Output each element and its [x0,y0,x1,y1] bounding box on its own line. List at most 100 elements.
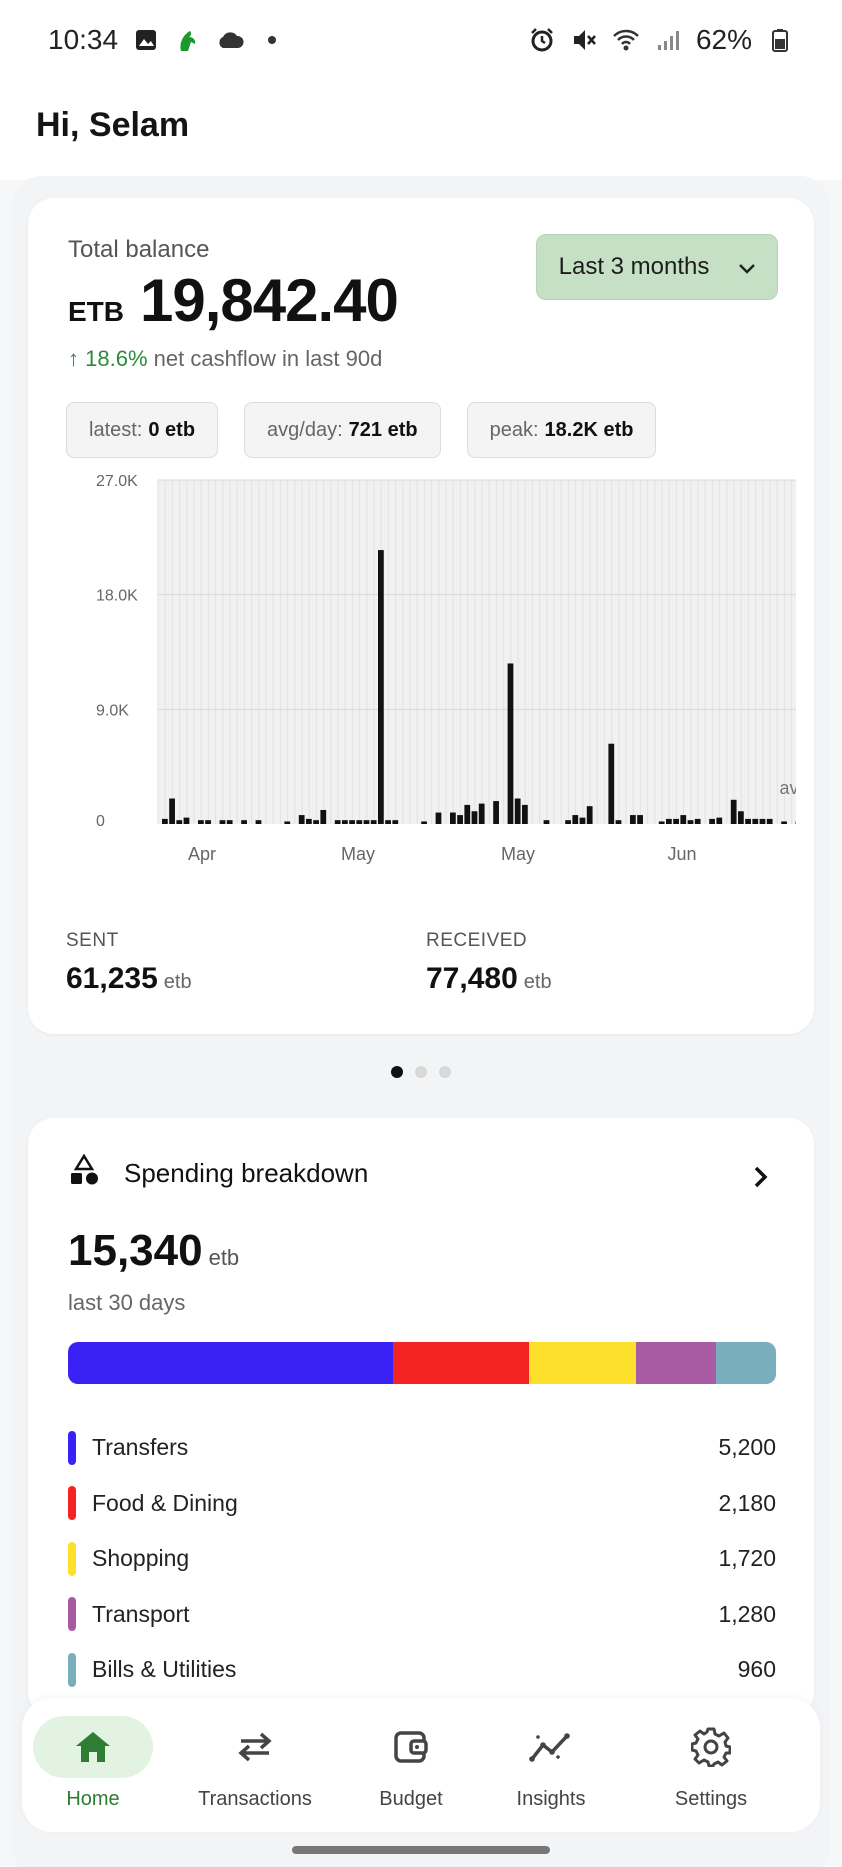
category-amount: 1,280 [718,1600,776,1627]
spending-category-row[interactable]: Food & Dining 2,180 [68,1476,776,1532]
chart-stat-chips: latest: 0 etb avg/day: 721 etb peak: 18.… [66,402,657,458]
chart-bar [219,820,226,824]
pager-dot-1[interactable] [391,1066,403,1078]
category-amount: 1,720 [718,1545,776,1572]
category-color-swatch [68,1486,76,1521]
spending-bar-segment [392,1342,529,1384]
x-tick-label: Apr [188,844,216,864]
category-amount: 2,180 [718,1489,776,1516]
category-color-swatch [68,1652,76,1687]
chip-peak-key: peak: [489,418,539,441]
balance-card[interactable]: Total balance ETB 19,842.40 ↑ 18.6% net … [28,198,814,1034]
chart-bar [687,820,694,824]
received-unit: etb [523,971,552,993]
chart-bar [738,811,744,824]
chart-bar [745,818,751,824]
spending-header: Spending breakdown [68,1153,369,1193]
nav-budget-label: Budget [379,1788,443,1810]
chart-bar [385,820,391,824]
cashflow-text: net cashflow in last 90d [153,346,383,371]
spending-category-row[interactable]: Shopping 1,720 [68,1531,776,1587]
pager-dot-2[interactable] [415,1066,427,1078]
dot-icon [258,26,286,54]
cashflow-up-arrow-icon: ↑ [68,346,79,371]
chart-bar [306,818,312,824]
home-indicator[interactable] [292,1846,550,1854]
spending-category-row[interactable]: Transport 1,280 [68,1587,776,1643]
chart-bar [198,820,204,824]
chart-bar [356,820,363,824]
spending-category-row[interactable]: Transfers 5,200 [68,1420,776,1476]
status-bar: 10:34 62% [0,0,842,80]
currency-code: ETB [68,296,124,327]
nav-settings[interactable]: Settings [646,1716,776,1820]
shapes-icon [68,1153,100,1193]
trend-icon [491,1716,611,1778]
app-icon [174,26,202,54]
chip-peak[interactable]: peak: 18.2K etb [466,402,657,458]
nav-transactions[interactable]: Transactions [170,1716,340,1820]
cashflow-line: ↑ 18.6% net cashflow in last 90d [68,346,382,372]
spending-bar-segment [636,1342,717,1384]
category-name: Bills & Utilities [92,1656,237,1683]
nav-insights-label: Insights [516,1788,586,1810]
home-icon [33,1716,153,1778]
spending-title: Spending breakdown [124,1158,369,1188]
chart-bar [752,818,759,824]
chip-latest-key: latest: [89,418,143,441]
chart-plot-area [158,480,796,824]
chart-bar [370,820,377,824]
spending-stacked-bar [68,1342,776,1384]
chart-bar [457,815,463,824]
chart-bar [565,820,571,824]
nav-budget[interactable]: Budget [346,1716,476,1820]
chevron-right-icon[interactable] [754,1162,768,1196]
bottom-navigation: Home Transactions Budget Insights Settin… [22,1698,820,1832]
chart-bar [493,801,499,824]
period-dropdown[interactable]: Last 3 months [536,234,778,300]
chart-bar [781,821,787,824]
battery-icon [766,26,794,54]
spending-period: last 30 days [68,1290,186,1315]
gallery-icon [132,26,160,54]
chart-bar [169,798,175,824]
nav-settings-label: Settings [674,1788,748,1810]
chart-bar [716,817,723,824]
chart-bar [450,812,456,824]
nav-insights[interactable]: Insights [486,1716,616,1820]
greeting: Hi, Selam [36,106,190,144]
spending-category-list: Transfers 5,200 Food & Dining 2,180 Shopping… [68,1420,776,1698]
chart-bar [183,817,190,824]
nav-home[interactable]: Home [28,1716,158,1820]
chip-avg-value: 721 etb [348,418,418,441]
chart-bar [226,820,233,824]
nav-home-label: Home [66,1788,120,1810]
chart-bar [680,815,687,824]
chart-bar [471,811,478,824]
category-name: Food & Dining [92,1489,238,1516]
total-balance-label: Total balance [68,236,210,263]
signal-icon [654,26,682,54]
chip-latest[interactable]: latest: 0 etb [66,402,219,458]
chart-bar [205,820,211,824]
chart-bar [162,818,168,824]
balance-amount: 19,842.40 [140,267,399,334]
status-bar-left: 10:34 [48,24,286,56]
status-bar-right: 62% [528,24,794,56]
pager-dot-3[interactable] [439,1066,451,1078]
chart-bar [313,820,319,824]
chart-bar [658,821,665,824]
chart-bar [349,820,355,824]
spending-category-row[interactable]: Bills & Utilities 960 [68,1642,776,1698]
chart-bar [342,820,348,824]
chart-bar [320,809,327,824]
category-name: Shopping [92,1545,190,1572]
chart-bar [478,803,485,824]
pager-dots [0,1066,842,1078]
chip-avg-day[interactable]: avg/day: 721 etb [244,402,441,458]
chart-bar [363,820,370,824]
spending-bar-segment [68,1342,393,1384]
chart-bar [615,820,622,824]
spending-card[interactable]: Spending breakdown 15,340 etb last 30 day… [28,1118,814,1718]
